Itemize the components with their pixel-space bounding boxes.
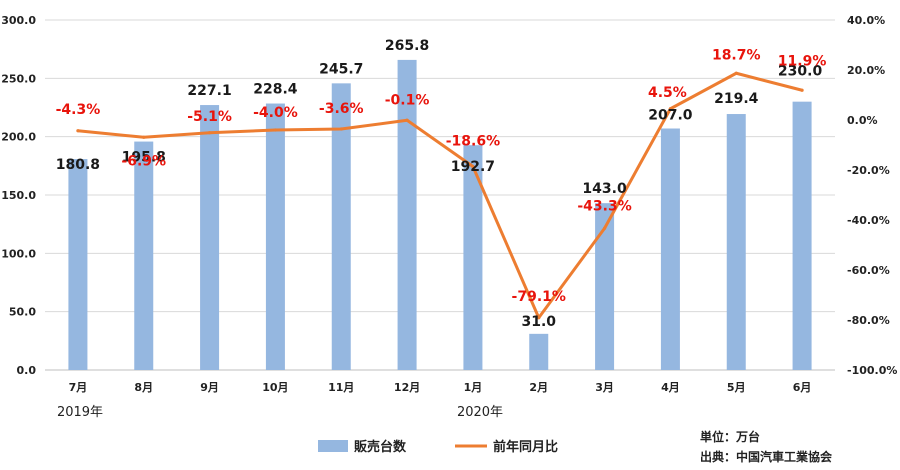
legend: 販売台数 前年同月比	[318, 439, 558, 455]
category-label: 12月	[394, 381, 420, 394]
bar	[660, 128, 680, 370]
category-label: 8月	[134, 381, 153, 394]
line-value-label: 18.7%	[712, 47, 761, 63]
bar	[792, 101, 812, 371]
line-point	[339, 127, 343, 131]
right-tick-label: -100.0%	[847, 364, 897, 377]
line-value-label: -6.9%	[121, 153, 166, 169]
right-tick-label: -40.0%	[847, 214, 890, 227]
line-value-label: -3.6%	[319, 101, 364, 117]
line-point	[207, 131, 212, 135]
left-tick-label: 50.0	[9, 306, 36, 319]
bar	[265, 103, 285, 371]
bar	[397, 59, 417, 371]
bar-value-label: 31.0	[521, 314, 556, 330]
line-point	[471, 164, 475, 169]
line-series	[76, 71, 804, 320]
bar-value-label: 143.0	[582, 181, 627, 197]
gridlines	[45, 19, 835, 371]
bar	[463, 145, 483, 370]
line-point	[405, 118, 409, 122]
left-tick-label: 200.0	[1, 131, 36, 144]
bar-value-label: 228.4	[253, 82, 298, 98]
bar-value-label: 195.8	[122, 150, 166, 166]
bar	[529, 333, 549, 370]
unit-note: 単位：万台	[700, 429, 760, 444]
year-labels: 2019年 2020年	[57, 405, 503, 420]
category-label: 10月	[262, 381, 288, 394]
bar	[331, 83, 351, 370]
line-point	[734, 71, 738, 75]
bar	[595, 203, 615, 370]
line-path	[77, 71, 803, 320]
bar-value-label: 265.8	[385, 38, 429, 54]
bar	[200, 105, 220, 371]
line-point	[142, 135, 146, 139]
legend-bar-swatch	[318, 440, 348, 452]
bar-value-label: 219.4	[714, 91, 759, 107]
left-tick-label: 250.0	[1, 72, 36, 85]
bar-value-label: 207.0	[648, 108, 693, 124]
bar-value-label: 227.1	[187, 83, 231, 99]
legend-line-label: 前年同月比	[493, 439, 558, 455]
left-tick-label: 0.0	[17, 364, 37, 377]
line-value-labels: -4.3% -6.9% -5.1% -4.0% -3.6% -0.1% -18.6% -79.…	[56, 47, 827, 305]
bar	[68, 159, 88, 370]
category-label: 5月	[727, 381, 746, 394]
bar-series	[68, 59, 812, 371]
right-tick-label: -60.0%	[847, 264, 890, 277]
line-value-label: -43.3%	[577, 198, 631, 214]
left-tick-label: 150.0	[1, 189, 36, 202]
line-point	[668, 107, 673, 111]
category-label: 2月	[529, 381, 548, 394]
line-point	[76, 129, 80, 133]
bar	[134, 141, 154, 370]
line-value-label: -18.6%	[446, 134, 500, 150]
line-value-label: 11.9%	[778, 53, 827, 69]
category-label: 1月	[464, 381, 483, 394]
bar-value-labels: 180.8 195.8 227.1 228.4 245.7 265.8 192.7 31.0 1…	[56, 38, 823, 330]
line-value-label: -79.1%	[512, 289, 566, 305]
category-label: 11月	[328, 381, 354, 394]
line-point	[602, 226, 607, 230]
line-point	[537, 316, 541, 320]
category-label: 3月	[595, 381, 614, 394]
year-label: 2020年	[457, 405, 503, 420]
left-tick-label: 100.0	[1, 247, 36, 260]
bar-value-label: 230.0	[778, 64, 823, 80]
left-tick-label: 300.0	[1, 14, 36, 27]
line-value-label: -5.1%	[187, 109, 232, 125]
legend-bar-label: 販売台数	[354, 439, 407, 455]
line-value-label: 4.5%	[648, 85, 687, 101]
line-point	[800, 88, 804, 92]
right-tick-label: -80.0%	[847, 314, 890, 327]
category-label: 7月	[69, 381, 88, 394]
right-tick-label: 20.0%	[847, 64, 885, 77]
right-tick-label: -20.0%	[847, 164, 890, 177]
bar-value-label: 180.8	[56, 157, 100, 173]
bar	[726, 114, 746, 371]
left-axis-ticks: 0.0 50.0 100.0 150.0 200.0 250.0 300.0	[1, 14, 36, 377]
source-notes: 単位：万台 出典：中国汽車工業協会	[700, 429, 833, 464]
bar-value-label: 245.7	[319, 61, 363, 77]
category-labels: 7月 8月 9月 10月 11月 12月 1月 2月 3月 4月 5月 6月	[69, 381, 812, 394]
line-value-label: -4.0%	[253, 105, 298, 121]
category-label: 6月	[793, 381, 812, 394]
line-value-label: -4.3%	[56, 102, 101, 118]
right-tick-label: 40.0%	[847, 14, 885, 27]
category-label: 4月	[661, 381, 680, 394]
right-tick-label: 0.0%	[847, 114, 878, 127]
line-value-label: -0.1%	[385, 92, 430, 108]
right-axis-ticks: -100.0% -80.0% -60.0% -40.0% -20.0% 0.0% 20.0%…	[847, 14, 897, 377]
source-note: 出典：中国汽車工業協会	[700, 449, 833, 464]
bar-value-label: 192.7	[451, 159, 495, 175]
line-point	[273, 128, 278, 132]
year-label: 2019年	[57, 405, 103, 420]
category-label: 9月	[200, 381, 219, 394]
